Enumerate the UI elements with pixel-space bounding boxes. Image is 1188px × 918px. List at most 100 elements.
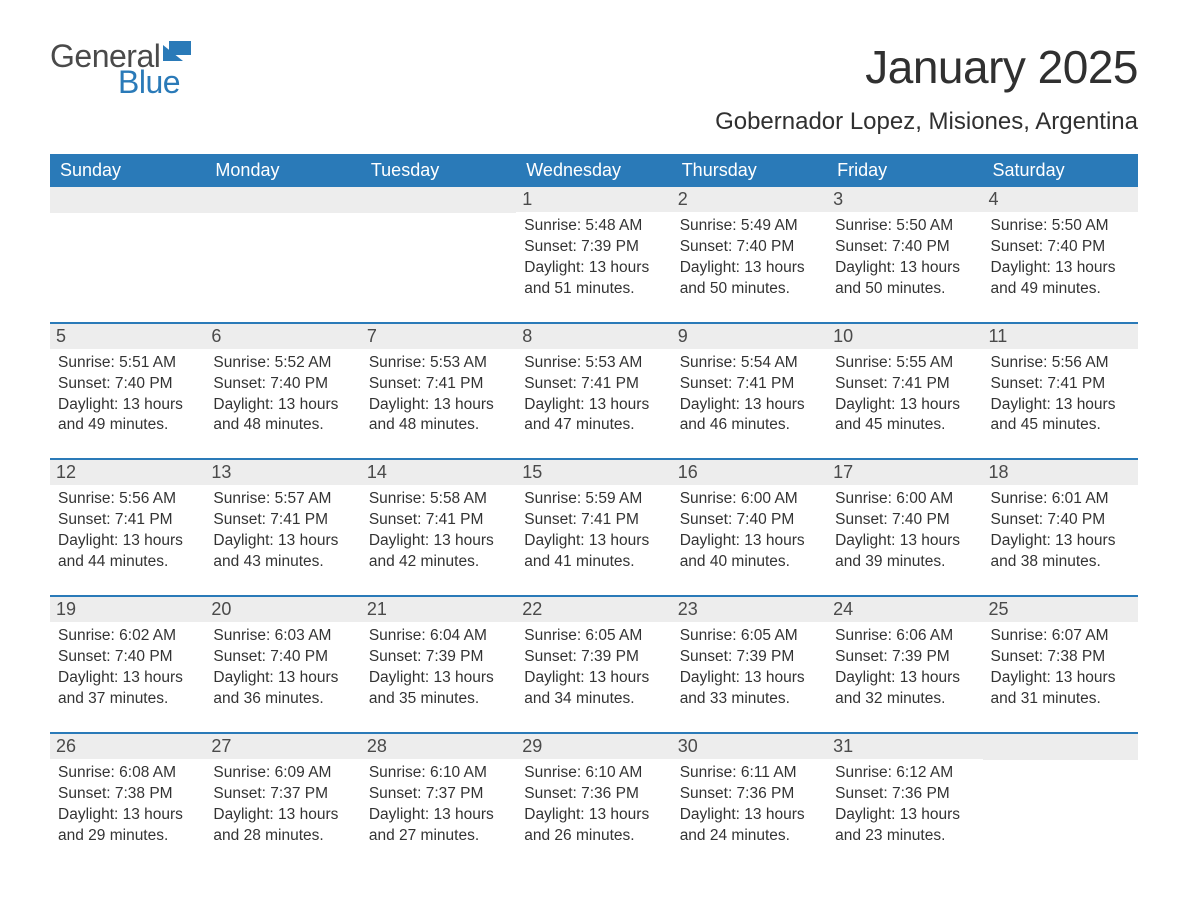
day-number: 22 (516, 597, 671, 622)
day-number: 7 (361, 324, 516, 349)
sunset-line: Sunset: 7:39 PM (835, 647, 974, 668)
daylight-line: Daylight: 13 hours and 34 minutes. (524, 668, 663, 710)
day-number: 18 (983, 460, 1138, 485)
day-number: 1 (516, 187, 671, 212)
day-cell: 25Sunrise: 6:07 AMSunset: 7:38 PMDayligh… (983, 596, 1138, 733)
day-number: 20 (205, 597, 360, 622)
daylight-line: Daylight: 13 hours and 38 minutes. (991, 531, 1130, 573)
day-details: Sunrise: 5:52 AMSunset: 7:40 PMDaylight:… (213, 353, 352, 437)
sunrise-line: Sunrise: 6:00 AM (680, 489, 819, 510)
day-details: Sunrise: 5:50 AMSunset: 7:40 PMDaylight:… (835, 216, 974, 300)
day-cell: 13 Sunrise: 5:57 AMSunset: 7:41 PMDayligh… (205, 459, 360, 596)
sunrise-line: Sunrise: 5:50 AM (835, 216, 974, 237)
day-details: Sunrise: 5:56 AMSunset: 7:41 PMDaylight:… (991, 353, 1130, 437)
sunrise-line: Sunrise: 5:48 AM (524, 216, 663, 237)
day-details: Sunrise: 6:01 AMSunset: 7:40 PMDaylight:… (991, 489, 1130, 573)
day-number: 26 (50, 734, 205, 759)
day-number: 17 (827, 460, 982, 485)
day-cell: 3Sunrise: 5:50 AMSunset: 7:40 PMDaylight… (827, 187, 982, 323)
day-number: 15 (516, 460, 671, 485)
day-header: Thursday (672, 154, 827, 187)
sunset-line: Sunset: 7:40 PM (991, 237, 1130, 258)
day-number: 9 (672, 324, 827, 349)
sunset-line: Sunset: 7:41 PM (991, 374, 1130, 395)
day-cell: 24 Sunrise: 6:06 AMSunset: 7:39 PMDayligh… (827, 596, 982, 733)
daylight-line: Daylight: 13 hours and 41 minutes. (524, 531, 663, 573)
day-number: 11 (983, 324, 1138, 349)
daylight-line: Daylight: 13 hours and 48 minutes. (213, 395, 352, 437)
sunrise-line: Sunrise: 5:52 AM (213, 353, 352, 374)
day-details: Sunrise: 5:50 AMSunset: 7:40 PMDaylight:… (991, 216, 1130, 300)
sunset-line: Sunset: 7:41 PM (58, 510, 197, 531)
sunset-line: Sunset: 7:40 PM (835, 510, 974, 531)
day-number: 25 (983, 597, 1138, 622)
sunrise-line: Sunrise: 5:59 AM (524, 489, 663, 510)
day-cell: 12 Sunrise: 5:56 AMSunset: 7:41 PMDayligh… (50, 459, 205, 596)
day-header: Wednesday (516, 154, 671, 187)
sunrise-line: Sunrise: 5:58 AM (369, 489, 508, 510)
sunset-line: Sunset: 7:41 PM (524, 374, 663, 395)
sunrise-line: Sunrise: 6:08 AM (58, 763, 197, 784)
day-details: Sunrise: 6:09 AMSunset: 7:37 PMDaylight:… (213, 763, 352, 847)
empty-day (50, 187, 205, 213)
sunset-line: Sunset: 7:38 PM (58, 784, 197, 805)
day-details: Sunrise: 6:12 AMSunset: 7:36 PMDaylight:… (835, 763, 974, 847)
month-title: January 2025 (715, 40, 1138, 94)
day-details: Sunrise: 6:00 AMSunset: 7:40 PMDaylight:… (835, 489, 974, 573)
sunrise-line: Sunrise: 6:00 AM (835, 489, 974, 510)
daylight-line: Daylight: 13 hours and 44 minutes. (58, 531, 197, 573)
sunset-line: Sunset: 7:39 PM (524, 647, 663, 668)
day-number: 27 (205, 734, 360, 759)
daylight-line: Daylight: 13 hours and 50 minutes. (835, 258, 974, 300)
day-number: 28 (361, 734, 516, 759)
daylight-line: Daylight: 13 hours and 40 minutes. (680, 531, 819, 573)
day-number: 13 (205, 460, 360, 485)
day-cell: 22Sunrise: 6:05 AMSunset: 7:39 PMDayligh… (516, 596, 671, 733)
day-details: Sunrise: 6:10 AMSunset: 7:36 PMDaylight:… (524, 763, 663, 847)
day-number: 16 (672, 460, 827, 485)
daylight-line: Daylight: 13 hours and 48 minutes. (369, 395, 508, 437)
day-details: Sunrise: 5:59 AMSunset: 7:41 PMDaylight:… (524, 489, 663, 573)
day-details: Sunrise: 5:57 AMSunset: 7:41 PMDaylight:… (213, 489, 352, 573)
daylight-line: Daylight: 13 hours and 27 minutes. (369, 805, 508, 847)
sunrise-line: Sunrise: 5:54 AM (680, 353, 819, 374)
day-header: Monday (205, 154, 360, 187)
day-details: Sunrise: 5:56 AMSunset: 7:41 PMDaylight:… (58, 489, 197, 573)
sunset-line: Sunset: 7:37 PM (369, 784, 508, 805)
day-details: Sunrise: 5:53 AMSunset: 7:41 PMDaylight:… (524, 353, 663, 437)
day-cell: 18 Sunrise: 6:01 AMSunset: 7:40 PMDayligh… (983, 459, 1138, 596)
day-cell: 8Sunrise: 5:53 AMSunset: 7:41 PMDaylight… (516, 323, 671, 460)
sunset-line: Sunset: 7:41 PM (835, 374, 974, 395)
daylight-line: Daylight: 13 hours and 35 minutes. (369, 668, 508, 710)
day-number: 24 (827, 597, 982, 622)
sunrise-line: Sunrise: 6:05 AM (680, 626, 819, 647)
sunrise-line: Sunrise: 5:51 AM (58, 353, 197, 374)
daylight-line: Daylight: 13 hours and 45 minutes. (991, 395, 1130, 437)
day-cell: 5Sunrise: 5:51 AMSunset: 7:40 PMDaylight… (50, 323, 205, 460)
day-cell: 27 Sunrise: 6:09 AMSunset: 7:37 PMDayligh… (205, 733, 360, 869)
daylight-line: Daylight: 13 hours and 28 minutes. (213, 805, 352, 847)
daylight-line: Daylight: 13 hours and 42 minutes. (369, 531, 508, 573)
brand-word-2: Blue (118, 66, 193, 98)
sunrise-line: Sunrise: 5:55 AM (835, 353, 974, 374)
sunset-line: Sunset: 7:39 PM (680, 647, 819, 668)
day-number: 29 (516, 734, 671, 759)
daylight-line: Daylight: 13 hours and 23 minutes. (835, 805, 974, 847)
daylight-line: Daylight: 13 hours and 29 minutes. (58, 805, 197, 847)
day-cell: 30Sunrise: 6:11 AMSunset: 7:36 PMDayligh… (672, 733, 827, 869)
day-details: Sunrise: 5:48 AMSunset: 7:39 PMDaylight:… (524, 216, 663, 300)
sunrise-line: Sunrise: 5:53 AM (524, 353, 663, 374)
sunset-line: Sunset: 7:39 PM (524, 237, 663, 258)
day-number: 2 (672, 187, 827, 212)
brand-logo: General Blue (50, 40, 193, 98)
day-number: 12 (50, 460, 205, 485)
sunset-line: Sunset: 7:36 PM (835, 784, 974, 805)
daylight-line: Daylight: 13 hours and 32 minutes. (835, 668, 974, 710)
sunset-line: Sunset: 7:40 PM (213, 647, 352, 668)
day-details: Sunrise: 6:06 AMSunset: 7:39 PMDaylight:… (835, 626, 974, 710)
day-number: 30 (672, 734, 827, 759)
day-header: Sunday (50, 154, 205, 187)
calendar-table: SundayMondayTuesdayWednesdayThursdayFrid… (50, 154, 1138, 868)
day-details: Sunrise: 6:04 AMSunset: 7:39 PMDaylight:… (369, 626, 508, 710)
sunrise-line: Sunrise: 6:10 AM (369, 763, 508, 784)
